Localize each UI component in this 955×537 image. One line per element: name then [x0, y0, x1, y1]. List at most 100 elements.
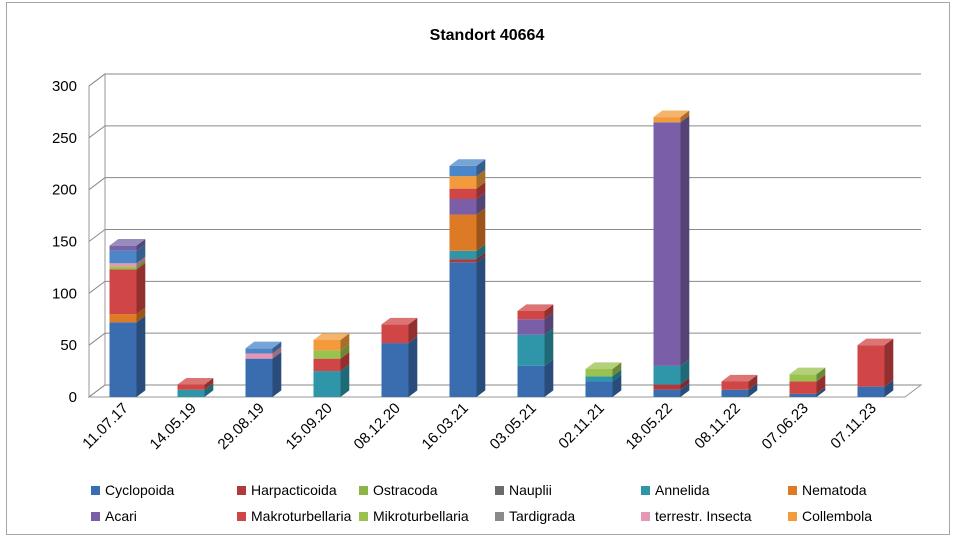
bar-stack — [653, 110, 690, 397]
x-tick-label: 07.06.23 — [759, 400, 812, 453]
bar-segment — [109, 315, 146, 397]
x-tick-label: 16.03.21 — [419, 400, 472, 453]
bar-segment-side — [272, 346, 282, 359]
bar-segment-front — [517, 365, 545, 397]
bar-segment — [381, 336, 418, 397]
x-tick-label: 14.05.19 — [147, 400, 200, 453]
bar-segment-front — [653, 389, 681, 397]
bar-segment — [721, 383, 758, 397]
bar-segment — [449, 192, 486, 215]
bar-segment-front — [857, 345, 885, 387]
bar-segment-front — [449, 259, 477, 263]
bar-segment-side — [544, 328, 554, 366]
bar-segment-top — [585, 362, 622, 370]
bar-segment — [109, 256, 146, 267]
bar-segment-front — [177, 384, 205, 390]
legend-label: Harpacticoida — [251, 482, 337, 498]
bar-segment-top — [721, 374, 758, 382]
x-tick-label: 03.05.21 — [487, 400, 540, 453]
bar-stack — [381, 317, 418, 397]
bar-segment — [245, 352, 282, 397]
legend-item: Harpacticoida — [237, 482, 337, 498]
bar-segment-front — [721, 381, 749, 390]
bar-segment — [449, 182, 486, 199]
bar-segment-side — [544, 359, 554, 397]
bar-segment-side — [272, 352, 282, 397]
bar-segment-side — [340, 343, 350, 359]
y-tick-label: 250 — [52, 130, 77, 147]
legend-swatch — [91, 512, 100, 521]
gridline — [88, 229, 921, 242]
bar-segment — [449, 207, 486, 251]
bar-segment-front — [585, 381, 613, 397]
x-tick-label: 08.11.22 — [691, 400, 744, 453]
legend-label: Cyclopoida — [105, 482, 174, 498]
gridline — [88, 125, 921, 139]
legend-swatch — [641, 486, 650, 495]
gridline — [88, 384, 921, 398]
bar-segment-front — [517, 334, 545, 366]
legend-swatch — [359, 512, 368, 521]
bar-stack — [109, 239, 146, 397]
legend-label: Ostracoda — [373, 482, 438, 498]
legend-label: Mikroturbellaria — [373, 508, 469, 524]
bar-segment-front — [109, 263, 137, 267]
bar-segment-front — [177, 389, 205, 397]
bar-segment — [109, 262, 146, 315]
bar-segment-side — [340, 333, 350, 351]
bar-segment-front — [789, 393, 817, 397]
bar-segment-side — [340, 352, 350, 372]
x-tick-label: 15.09.20 — [283, 400, 336, 453]
bar-segment-side — [476, 252, 486, 263]
legend-item: Cyclopoida — [91, 482, 174, 498]
bar-segment-front — [653, 122, 681, 366]
y-tick-label: 50 — [60, 337, 77, 354]
legend-swatch — [495, 512, 504, 521]
bar-segment — [109, 239, 146, 251]
bar-segment — [789, 367, 826, 382]
bar-segment-side — [680, 377, 690, 390]
legend-label: Collembola — [802, 508, 872, 524]
legend-item: Makroturbellaria — [237, 508, 352, 524]
bar-segment-side — [544, 312, 554, 335]
legend-item: terrestr. Insecta — [641, 508, 752, 524]
bar-stack — [449, 159, 486, 397]
bar-segment — [449, 252, 486, 263]
bar-segment-top — [653, 110, 690, 118]
bar-segment — [517, 304, 554, 320]
bar-segment — [653, 383, 690, 397]
bar-segment-top — [789, 367, 826, 375]
y-tick-label: 0 — [69, 389, 77, 406]
legend-swatch — [788, 486, 797, 495]
bar-segment-side — [680, 359, 690, 385]
bar-segment-front — [245, 348, 273, 354]
bar-segment-side — [816, 374, 826, 394]
bar-segment-front — [109, 269, 137, 315]
bar-segment-side — [680, 110, 690, 123]
bar-segment-front — [449, 198, 477, 215]
legend-item: Mikroturbellaria — [359, 508, 469, 524]
bar-segment — [245, 341, 282, 354]
bar-segment-front — [449, 165, 477, 177]
bar-segment-side — [816, 387, 826, 397]
legend-label: Nauplii — [509, 482, 552, 498]
bar-segment — [449, 159, 486, 177]
bar-segment — [449, 255, 486, 397]
x-tick-label: 11.07.17 — [79, 400, 132, 453]
bar-segment — [177, 377, 214, 390]
bar-segment-front — [449, 188, 477, 199]
bar-segment-side — [136, 244, 146, 264]
bar-segment-front — [517, 319, 545, 335]
bar-segment-side — [136, 259, 146, 270]
bar-segment-top — [109, 239, 146, 246]
bar-segment — [789, 374, 826, 394]
bar-segment-top — [449, 159, 486, 166]
bar-stack — [245, 341, 282, 397]
bar-segment-side — [884, 338, 894, 387]
bar-segment — [449, 244, 486, 260]
bar-segment-side — [476, 192, 486, 215]
bar-segment-front — [857, 386, 885, 397]
bar-segment-side — [476, 255, 486, 397]
bar-segment-top — [313, 333, 350, 340]
legend-label: Annelida — [655, 482, 710, 498]
